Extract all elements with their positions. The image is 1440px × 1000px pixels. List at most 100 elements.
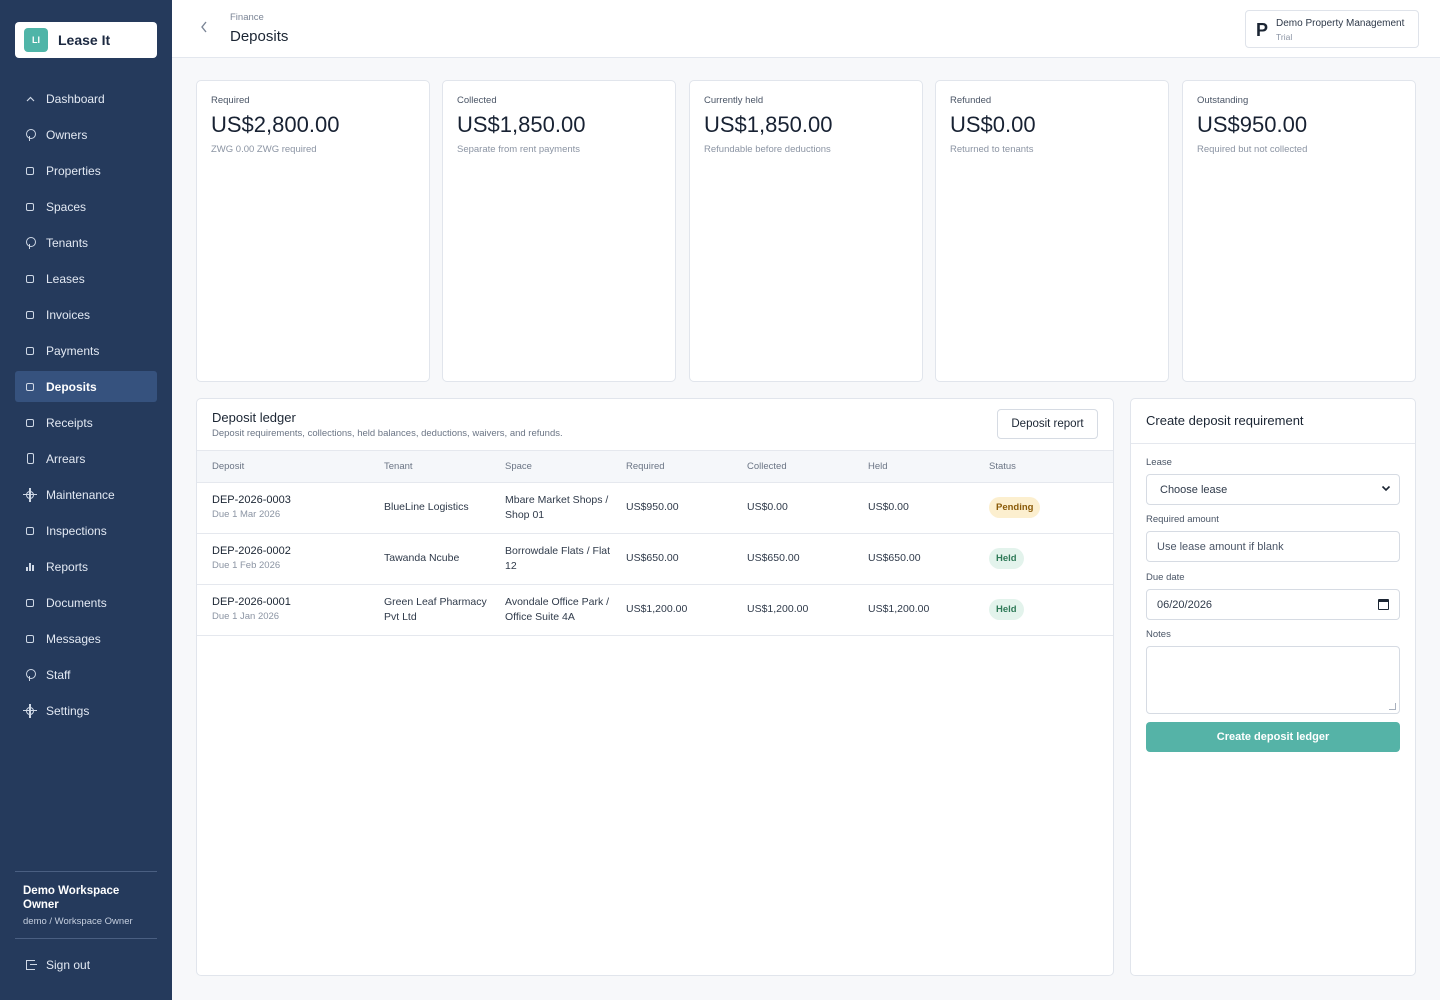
breadcrumb: Finance: [230, 12, 264, 23]
sidebar-item-label: Maintenance: [46, 487, 115, 502]
box-icon: [25, 382, 35, 392]
phone-icon: [25, 453, 35, 464]
ledger-title: Deposit ledger: [212, 410, 296, 425]
column-header-space[interactable]: Space: [505, 461, 532, 472]
tenant-name: Green Leaf Pharmacy: [384, 596, 487, 608]
table-row[interactable]: DEP-2026-0003 Due 1 Mar 2026 BlueLine Logi…: [197, 483, 1113, 534]
sidebar-item-documents[interactable]: Documents: [15, 587, 157, 618]
space-name: Borrowdale Flats / Flat: [505, 545, 611, 557]
sidebar-item-dashboard[interactable]: Dashboard: [15, 83, 157, 114]
stat-label: Collected: [457, 95, 497, 106]
column-header-tenant[interactable]: Tenant: [384, 461, 413, 472]
box-icon: [25, 526, 35, 536]
space-name: Office Suite 4A: [505, 611, 575, 623]
back-chevron-icon[interactable]: [198, 19, 212, 37]
sidebar-item-payments[interactable]: Payments: [15, 335, 157, 366]
page-title: Deposits: [230, 28, 289, 45]
sidebar: LI Lease It Dashboard Owners Properties Spa…: [0, 0, 172, 1000]
sidebar-item-label: Inspections: [46, 523, 107, 538]
table-header: Deposit Tenant Space Required Collected Held S…: [197, 450, 1113, 483]
sidebar-item-arrears[interactable]: Arrears: [15, 443, 157, 474]
calendar-icon[interactable]: [1378, 599, 1389, 610]
column-header-deposit[interactable]: Deposit: [212, 461, 245, 472]
collected-amount: US$650.00: [747, 552, 800, 564]
signout-section: Sign out: [15, 938, 157, 972]
person-icon: [25, 237, 36, 249]
deposit-id[interactable]: DEP-2026-0002: [212, 545, 291, 557]
amount-label: Required amount: [1146, 514, 1219, 525]
org-switcher[interactable]: P Demo Property Management Trial: [1245, 10, 1419, 48]
due-date-input[interactable]: 06/20/2026: [1146, 589, 1400, 620]
sidebar-item-label: Owners: [46, 127, 88, 142]
sidebar-item-inspections[interactable]: Inspections: [15, 515, 157, 546]
deposit-due-date: Due 1 Mar 2026: [212, 509, 281, 520]
stat-card-collected: Collected US$1,850.00 Separate from rent p…: [442, 80, 676, 382]
stat-subtext: ZWG 0.00 ZWG required: [211, 144, 317, 155]
sidebar-item-maintenance[interactable]: Maintenance: [15, 479, 157, 510]
amount-input[interactable]: Use lease amount if blank: [1146, 531, 1400, 562]
column-header-status[interactable]: Status: [989, 461, 1016, 472]
column-header-required[interactable]: Required: [626, 461, 665, 472]
caret-up-icon: [25, 94, 35, 104]
deposit-due-date: Due 1 Feb 2026: [212, 560, 281, 571]
stat-value: US$1,850.00: [457, 112, 586, 137]
brand-name: Lease It: [58, 32, 111, 48]
space-name: Mbare Market Shops /: [505, 494, 609, 506]
sidebar-item-settings[interactable]: Settings: [15, 695, 157, 726]
sidebar-item-spaces[interactable]: Spaces: [15, 191, 157, 222]
sidebar-item-staff[interactable]: Staff: [15, 659, 157, 690]
stat-value: US$2,800.00: [211, 112, 340, 137]
notes-textarea[interactable]: [1146, 646, 1400, 714]
sidebar-item-messages[interactable]: Messages: [15, 623, 157, 654]
person-icon: [25, 129, 36, 141]
sign-out-button[interactable]: Sign out: [15, 949, 157, 980]
required-amount: US$950.00: [626, 501, 679, 513]
sidebar-item-label: Payments: [46, 343, 100, 358]
sign-out-label: Sign out: [46, 957, 91, 972]
create-deposit-panel: Create deposit requirement Lease Choose …: [1130, 398, 1416, 976]
chevron-down-icon: [1381, 483, 1391, 496]
table-row[interactable]: DEP-2026-0001 Due 1 Jan 2026 Green Leaf Ph…: [197, 585, 1113, 636]
person-icon: [25, 669, 36, 681]
sidebar-item-label: Settings: [46, 703, 90, 718]
sidebar-item-label: Receipts: [46, 415, 93, 430]
sidebar-item-receipts[interactable]: Receipts: [15, 407, 157, 438]
sidebar-item-properties[interactable]: Properties: [15, 155, 157, 186]
status-badge: Held: [989, 599, 1024, 620]
stat-value: US$0.00: [950, 112, 1036, 137]
sidebar-item-invoices[interactable]: Invoices: [15, 299, 157, 330]
brand-logo-button[interactable]: LI Lease It: [15, 22, 157, 58]
sidebar-item-reports[interactable]: Reports: [15, 551, 157, 582]
sidebar-item-tenants[interactable]: Tenants: [15, 227, 157, 258]
required-amount: US$650.00: [626, 552, 679, 564]
user-role: demo / Workspace Owner: [23, 916, 133, 927]
user-name: Demo Workspace Owner: [23, 885, 120, 911]
sidebar-item-deposits[interactable]: Deposits: [15, 371, 157, 402]
create-deposit-ledger-button[interactable]: Create deposit ledger: [1146, 722, 1400, 752]
box-icon: [25, 598, 35, 608]
deposit-report-button[interactable]: Deposit report: [997, 409, 1098, 439]
stat-value: US$950.00: [1197, 112, 1308, 137]
sidebar-item-leases[interactable]: Leases: [15, 263, 157, 294]
resize-grip-icon[interactable]: [1389, 703, 1396, 710]
brand-logo-icon: LI: [24, 28, 48, 52]
deposit-id[interactable]: DEP-2026-0001: [212, 596, 291, 608]
sidebar-item-label: Messages: [46, 631, 101, 646]
table-row[interactable]: DEP-2026-0002 Due 1 Feb 2026 Tawanda Ncube…: [197, 534, 1113, 585]
stat-subtext: Required but not collected: [1197, 144, 1308, 155]
space-name: Avondale Office Park /: [505, 596, 610, 608]
sidebar-item-label: Properties: [46, 163, 101, 178]
sidebar-item-label: Spaces: [46, 199, 87, 214]
sidebar-item-owners[interactable]: Owners: [15, 119, 157, 150]
required-amount: US$1,200.00: [626, 603, 688, 615]
sidebar-item-label: Invoices: [46, 307, 91, 322]
box-icon: [25, 166, 35, 176]
column-header-collected[interactable]: Collected: [747, 461, 787, 472]
deposit-id[interactable]: DEP-2026-0003: [212, 494, 291, 506]
lease-select-value: Choose lease: [1160, 483, 1228, 496]
stat-label: Refunded: [950, 95, 992, 106]
stat-card-required: Required US$2,800.00 ZWG 0.00 ZWG required: [196, 80, 430, 382]
held-amount: US$0.00: [868, 501, 909, 513]
column-header-held[interactable]: Held: [868, 461, 888, 472]
lease-select[interactable]: Choose lease: [1146, 474, 1400, 505]
